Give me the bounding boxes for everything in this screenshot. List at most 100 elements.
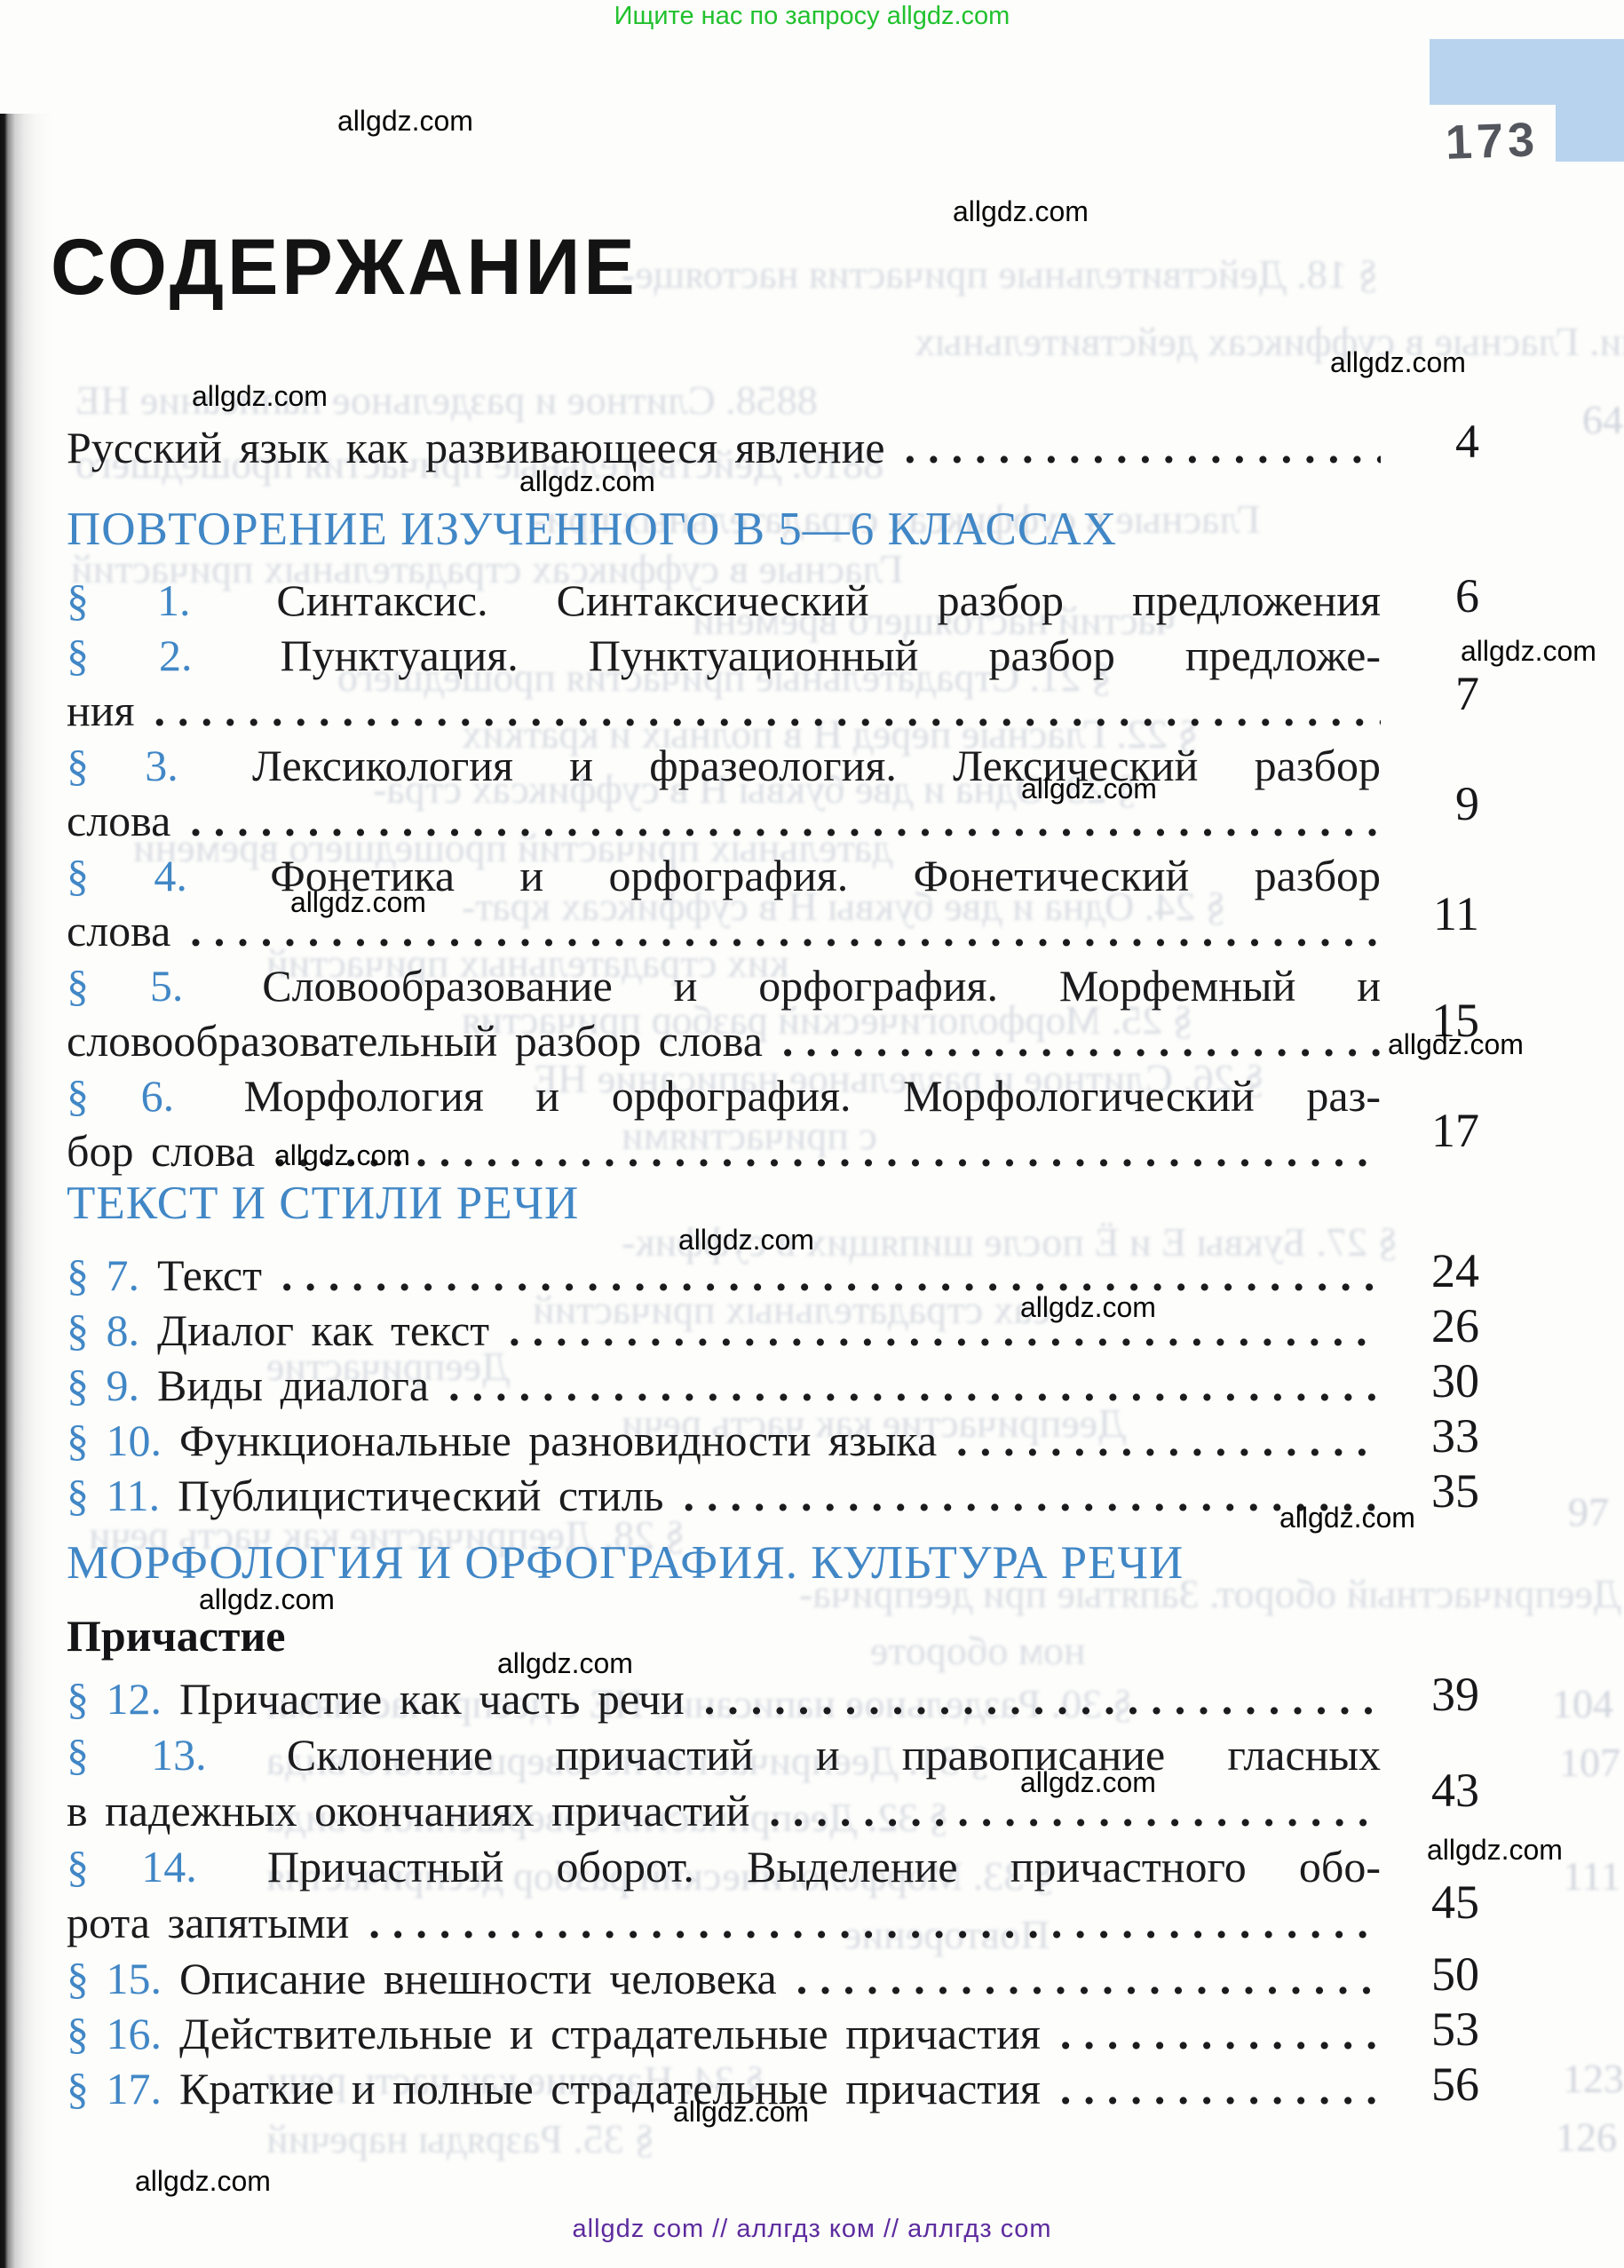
toc-entry-text: бор слова — [67, 1126, 256, 1176]
paragraph-mark: § 12. — [67, 1674, 162, 1724]
dot-leader: ........................................… — [904, 423, 1381, 472]
paragraph-mark: § 17. — [67, 2064, 162, 2113]
bleed-through-line: 64 — [1582, 397, 1623, 442]
dot-leader: ........................................… — [190, 796, 1381, 845]
toc-page-ref: 24 — [1431, 1244, 1479, 1297]
toc-entry-text: Текст — [157, 1250, 262, 1300]
toc-entry-text: Описание внешности человека — [179, 1954, 777, 2003]
paragraph-mark: § 10. — [67, 1416, 162, 1465]
toc-entry-text: Пунктуация. Пунктуационный разбор предло… — [280, 630, 1381, 680]
toc-page-ref: 39 — [1431, 1668, 1479, 1721]
section-heading: ТЕКСТ И СТИЛИ РЕЧИ — [67, 1178, 580, 1229]
bleed-through-line: ном обороте — [870, 1628, 1086, 1673]
toc-page-ref: 56 — [1431, 2058, 1479, 2111]
toc-entry-text: Морфология и орфография. Морфологический… — [243, 1071, 1381, 1121]
toc-page-ref: 35 — [1431, 1464, 1479, 1518]
watermark: allgdz.com — [678, 1224, 814, 1256]
subsection-heading: Причастие — [67, 1611, 286, 1661]
toc-entry-text: слова — [67, 796, 171, 845]
bleed-through-line: мени. Гласные в суффиксах действительных — [915, 319, 1624, 364]
toc-entry-text: Фонетика и орфография. Фонетический разб… — [270, 851, 1381, 900]
toc-page-ref: 43 — [1431, 1764, 1479, 1817]
dot-leader: ........................................… — [368, 1898, 1381, 1947]
corner-tab-upper — [1430, 39, 1624, 105]
paragraph-mark: § 13. — [67, 1730, 207, 1780]
watermark: allgdz.com — [1021, 773, 1157, 805]
dot-leader: ........................................… — [703, 1674, 1381, 1724]
toc-entry-text: Виды диалога — [157, 1360, 430, 1410]
dot-leader: ........................................… — [683, 1471, 1381, 1520]
paragraph-mark: § 8. — [67, 1305, 139, 1355]
toc-entry-text: Склонение причастий и правописание гласн… — [286, 1730, 1381, 1780]
toc-entry-text: Русский язык как развивающееся явление — [67, 423, 885, 472]
toc-entry: § 12. Причастие как часть речи..........… — [67, 1674, 1381, 1724]
toc-entry: Русский язык как развивающееся явление..… — [67, 423, 1381, 472]
toc-entry-text: Публицистический стиль — [178, 1471, 664, 1520]
watermark: allgdz.com — [337, 105, 473, 137]
bleed-through-line: 8858. Слитное и раздельное написание НЕ — [75, 377, 818, 423]
toc-entry-text: Диалог как текст — [157, 1305, 490, 1355]
watermark: allgdz.com — [953, 195, 1089, 227]
toc-entry-continuation: рота запятыми...........................… — [67, 1898, 1381, 1947]
book-spine-shadow — [0, 114, 51, 2268]
toc-entry-text: Действительные и страдательные причастия — [179, 2009, 1041, 2058]
page-title: СОДЕРЖАНИЕ — [51, 223, 638, 312]
toc-entry: § 2. Пунктуация. Пунктуационный разбор п… — [67, 630, 1381, 680]
toc-page-ref: 15 — [1431, 994, 1479, 1047]
dot-leader: ........................................… — [274, 1126, 1381, 1176]
toc-entry: § 9. Виды диалога.......................… — [67, 1360, 1381, 1410]
paragraph-mark: § 16. — [67, 2009, 162, 2058]
dot-leader: ........................................… — [1059, 2009, 1381, 2058]
toc-page-ref: 26 — [1431, 1299, 1479, 1352]
toc-page-ref: 7 — [1455, 667, 1479, 720]
toc-entry: § 3. Лексикология и фразеология. Лексиче… — [67, 741, 1381, 790]
toc-entry: § 6. Морфология и орфография. Морфологич… — [67, 1071, 1381, 1121]
toc-entry-continuation: бор слова...............................… — [67, 1126, 1381, 1176]
watermark: allgdz.com — [199, 1583, 335, 1615]
toc-entry-text: словообразовательный разбор слова — [67, 1016, 763, 1066]
bleed-through-line: 111 — [1563, 1853, 1621, 1899]
toc-page-ref: 53 — [1431, 2002, 1479, 2056]
toc-entry-continuation: слова...................................… — [67, 796, 1381, 845]
paragraph-mark: § 6. — [67, 1071, 175, 1121]
dot-leader: ........................................… — [769, 1786, 1381, 1836]
dot-leader: ........................................… — [1059, 2064, 1381, 2113]
toc-page-ref: 45 — [1431, 1875, 1479, 1929]
toc-page-ref: 17 — [1431, 1104, 1479, 1157]
paragraph-mark: § 15. — [67, 1954, 162, 2003]
toc-entry-text: Причастный оборот. Выделение причастного… — [266, 1842, 1381, 1891]
toc-page-ref: 30 — [1431, 1354, 1479, 1408]
watermark: allgdz.com — [1020, 1766, 1156, 1798]
toc-entry: § 14. Причастный оборот. Выделение прича… — [67, 1842, 1381, 1891]
dot-leader: ........................................… — [956, 1416, 1381, 1465]
toc-entry: § 7. Текст..............................… — [67, 1250, 1381, 1300]
toc-entry: § 16. Действительные и страдательные при… — [67, 2009, 1381, 2058]
toc-entry-text: Словообразование и орфография. Морфемный… — [262, 961, 1381, 1011]
toc-entry-text: слова — [67, 906, 171, 956]
dot-leader: ........................................… — [509, 1305, 1381, 1355]
dot-leader: ........................................… — [281, 1250, 1381, 1300]
toc-entry-text: в падежных окончаниях причастий — [67, 1786, 750, 1836]
toc-entry: § 8. Диалог как текст...................… — [67, 1305, 1381, 1355]
bleed-through-line: 126 — [1556, 2114, 1617, 2160]
toc-entry: § 15. Описание внешности человека.......… — [67, 1954, 1381, 2003]
watermark: allgdz.com — [290, 886, 426, 918]
toc-entry: § 13. Склонение причастий и правописание… — [67, 1730, 1381, 1780]
paragraph-mark: § 3. — [67, 741, 178, 790]
paragraph-mark: § 11. — [67, 1471, 161, 1520]
bleed-through-line: § 18. Действительные причастия настояще- — [622, 251, 1379, 297]
bleed-through-line: 97 — [1568, 1489, 1609, 1534]
toc-entry-continuation: словообразовательный разбор слова.......… — [67, 1016, 1381, 1066]
corner-tab-lower — [1556, 105, 1624, 162]
section-heading: МОРФОЛОГИЯ И ОРФОГРАФИЯ. КУЛЬТУРА РЕЧИ — [67, 1537, 1184, 1589]
paragraph-mark: § 1. — [67, 575, 191, 625]
toc-entry-text: Причастие как часть речи — [179, 1674, 685, 1724]
toc-entry: § 5. Словообразование и орфография. Морф… — [67, 961, 1381, 1011]
toc-entry-text: ния — [67, 686, 135, 735]
toc-page-ref: 33 — [1431, 1409, 1479, 1463]
dot-leader: ........................................… — [796, 1954, 1381, 2003]
promo-banner-text: Ищите нас по запросу allgdz.com — [614, 2, 1010, 30]
toc-entry-text: рота запятыми — [67, 1898, 350, 1947]
watermark: allgdz.com — [1461, 635, 1596, 667]
toc-entry: § 1. Синтаксис. Синтаксический разбор пр… — [67, 575, 1381, 625]
